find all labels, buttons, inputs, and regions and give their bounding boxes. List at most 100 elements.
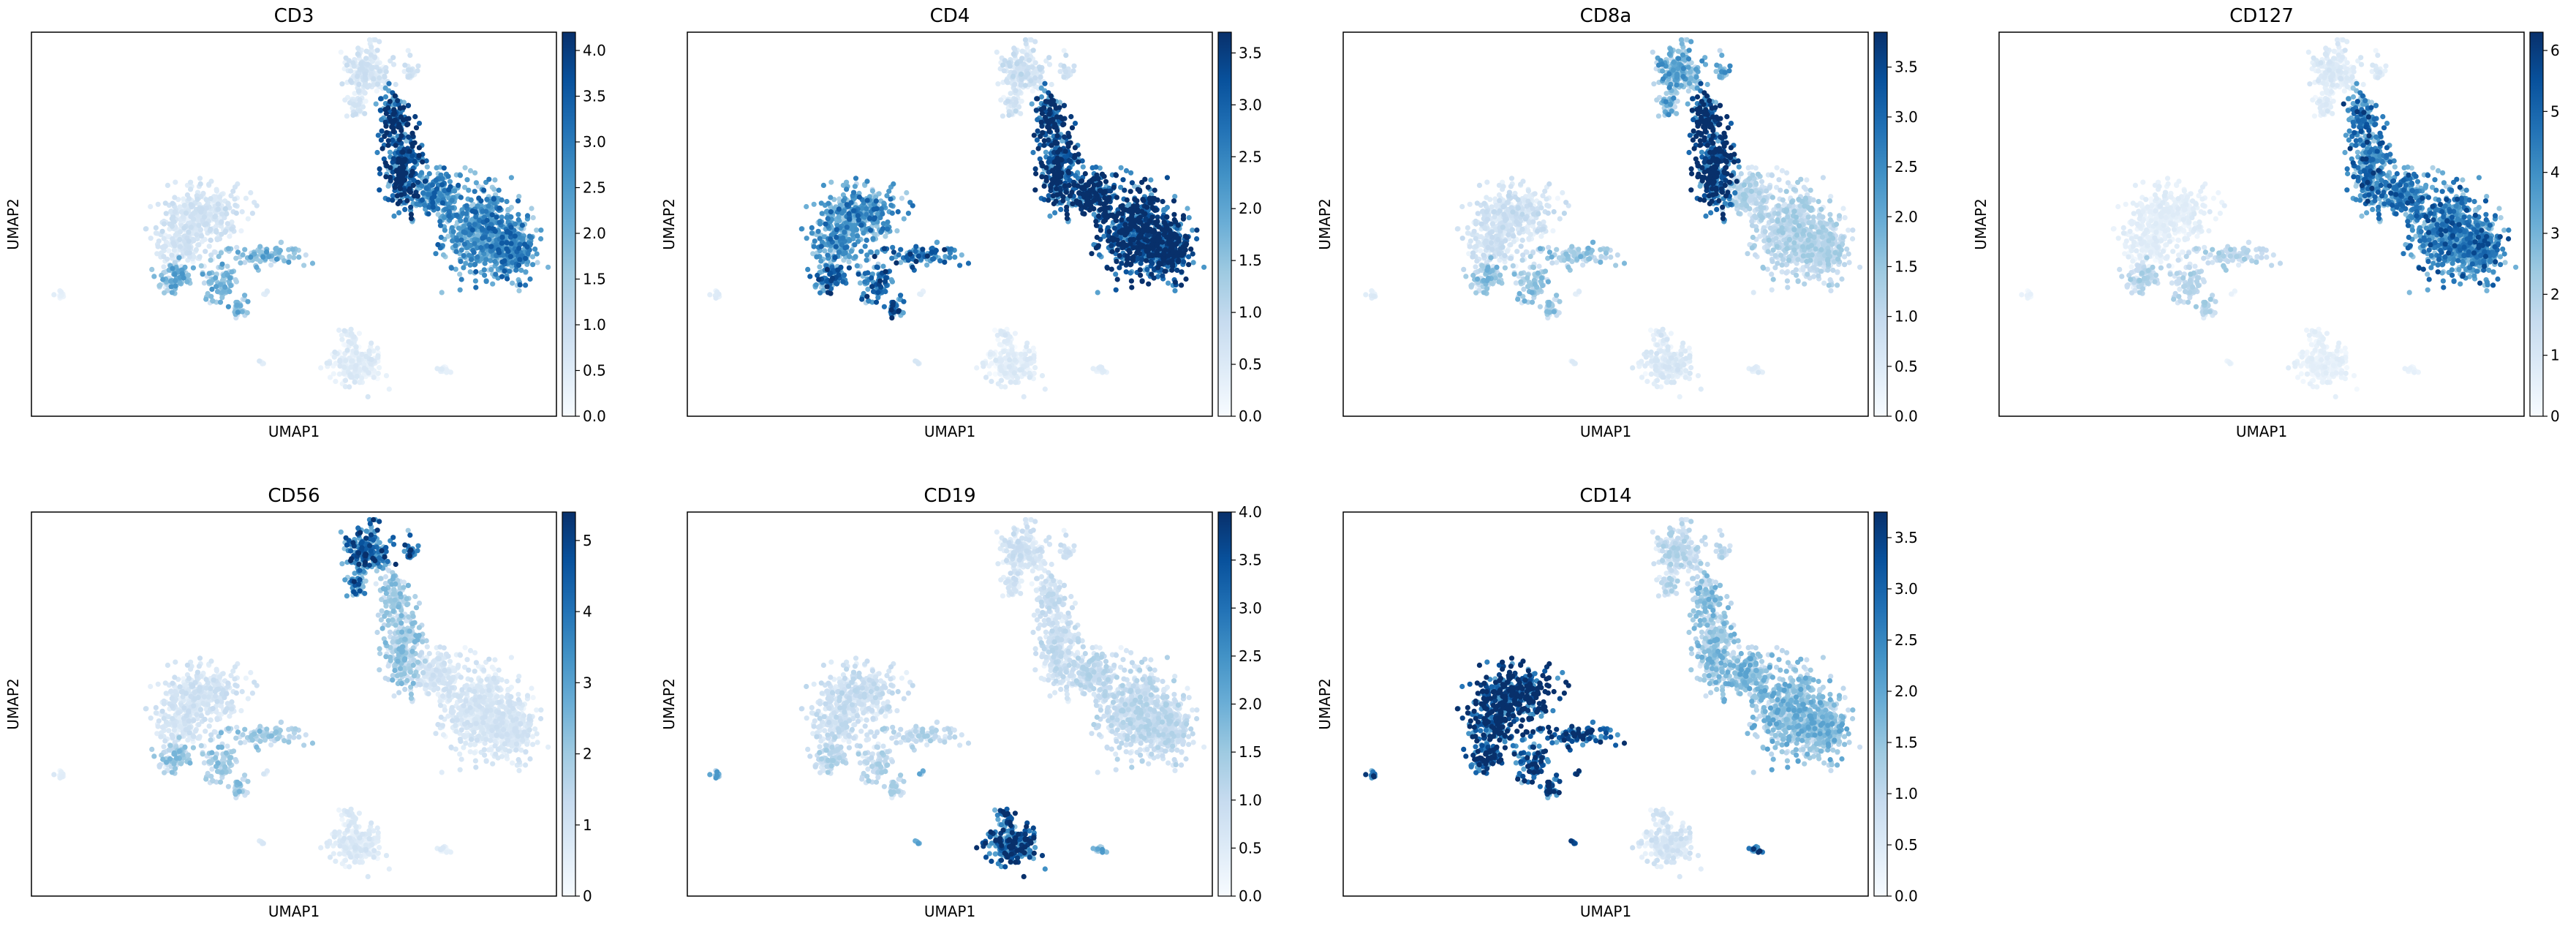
- cell-point: [391, 107, 397, 113]
- cell-point: [153, 225, 159, 230]
- cell-point: [430, 200, 436, 206]
- cell-point: [161, 264, 167, 270]
- cell-point: [387, 149, 393, 155]
- colorbar-tick-label: 1.5: [583, 271, 606, 288]
- cell-point: [166, 248, 172, 254]
- cell-point: [920, 247, 926, 252]
- cell-point: [390, 111, 396, 117]
- cell-point: [216, 254, 222, 260]
- cell-point: [472, 241, 477, 247]
- cell-point: [215, 201, 221, 207]
- cell-point: [291, 255, 297, 260]
- cell-point: [885, 226, 891, 232]
- cell-point: [834, 234, 839, 240]
- cell-point: [233, 203, 238, 208]
- cell-point: [344, 347, 350, 353]
- cell-point: [875, 295, 881, 301]
- cell-point: [208, 196, 214, 202]
- cell-point: [1106, 229, 1112, 235]
- cell-point: [409, 153, 415, 159]
- cell-point: [178, 209, 184, 215]
- cell-point: [888, 307, 894, 313]
- cell-point: [854, 233, 860, 239]
- cell-point: [156, 282, 162, 289]
- cell-point: [426, 211, 431, 217]
- cell-point: [499, 240, 505, 246]
- cell-point: [488, 266, 494, 273]
- cell-point: [238, 228, 244, 234]
- cell-point: [359, 375, 365, 381]
- cell-point: [240, 252, 246, 257]
- cell-point: [447, 369, 454, 375]
- cell-point: [505, 248, 511, 255]
- cell-point: [913, 258, 919, 264]
- cell-point: [1090, 366, 1096, 372]
- cell-point: [1186, 215, 1192, 221]
- cell-point: [1003, 78, 1010, 83]
- cell-point: [188, 202, 194, 208]
- cell-point: [303, 252, 309, 258]
- cell-point: [1013, 380, 1019, 385]
- cell-point: [504, 229, 510, 235]
- cell-point: [1123, 269, 1129, 275]
- cell-point: [1013, 108, 1019, 114]
- cell-point: [1038, 119, 1044, 125]
- cell-point: [366, 370, 371, 376]
- cell-point: [1190, 251, 1196, 257]
- cell-point: [374, 88, 379, 94]
- cell-point: [828, 195, 834, 200]
- cell-point: [1022, 83, 1028, 89]
- cell-point: [363, 48, 369, 54]
- cell-point: [461, 252, 467, 259]
- cell-point: [1058, 206, 1064, 212]
- cell-point: [1026, 57, 1032, 63]
- cell-point: [1012, 357, 1018, 363]
- cell-point: [353, 350, 359, 356]
- cell-point: [186, 245, 192, 251]
- cell-point: [814, 254, 820, 260]
- cell-point: [857, 280, 863, 286]
- cell-point: [404, 122, 410, 128]
- cell-point: [161, 221, 167, 227]
- cell-point: [469, 257, 475, 263]
- cell-point: [290, 247, 295, 252]
- cell-point: [828, 236, 834, 242]
- cell-point: [208, 257, 214, 263]
- cell-point: [881, 246, 887, 252]
- cell-point: [864, 206, 869, 211]
- cell-point: [406, 134, 412, 140]
- cell-point: [880, 263, 886, 269]
- cell-point: [233, 255, 239, 261]
- cell-point: [1185, 206, 1190, 211]
- cell-point: [942, 259, 948, 265]
- cell-point: [194, 196, 200, 202]
- cell-point: [532, 247, 538, 252]
- cell-point: [264, 249, 270, 255]
- cell-point: [1160, 198, 1166, 205]
- cell-point: [224, 211, 230, 217]
- cell-point: [173, 179, 178, 185]
- cell-point: [390, 55, 396, 61]
- cell-point: [172, 209, 178, 215]
- cell-point: [472, 261, 478, 267]
- cell-point: [268, 262, 274, 268]
- cell-point: [828, 179, 834, 185]
- cell-point: [248, 254, 254, 260]
- cell-point: [481, 187, 487, 193]
- cell-point: [475, 254, 480, 260]
- cell-point: [464, 177, 470, 183]
- cell-point: [496, 219, 502, 225]
- cell-point: [184, 192, 190, 198]
- cell-point: [171, 241, 177, 247]
- cell-point: [519, 222, 526, 228]
- cell-point: [847, 254, 853, 260]
- cell-point: [353, 344, 359, 350]
- cell-point: [214, 237, 220, 243]
- cell-point: [467, 269, 473, 275]
- cell-point: [383, 123, 389, 129]
- cell-point: [377, 39, 382, 45]
- cell-point: [257, 358, 262, 364]
- cell-point: [1024, 344, 1030, 350]
- cell-point: [905, 257, 911, 263]
- cell-point: [183, 210, 189, 216]
